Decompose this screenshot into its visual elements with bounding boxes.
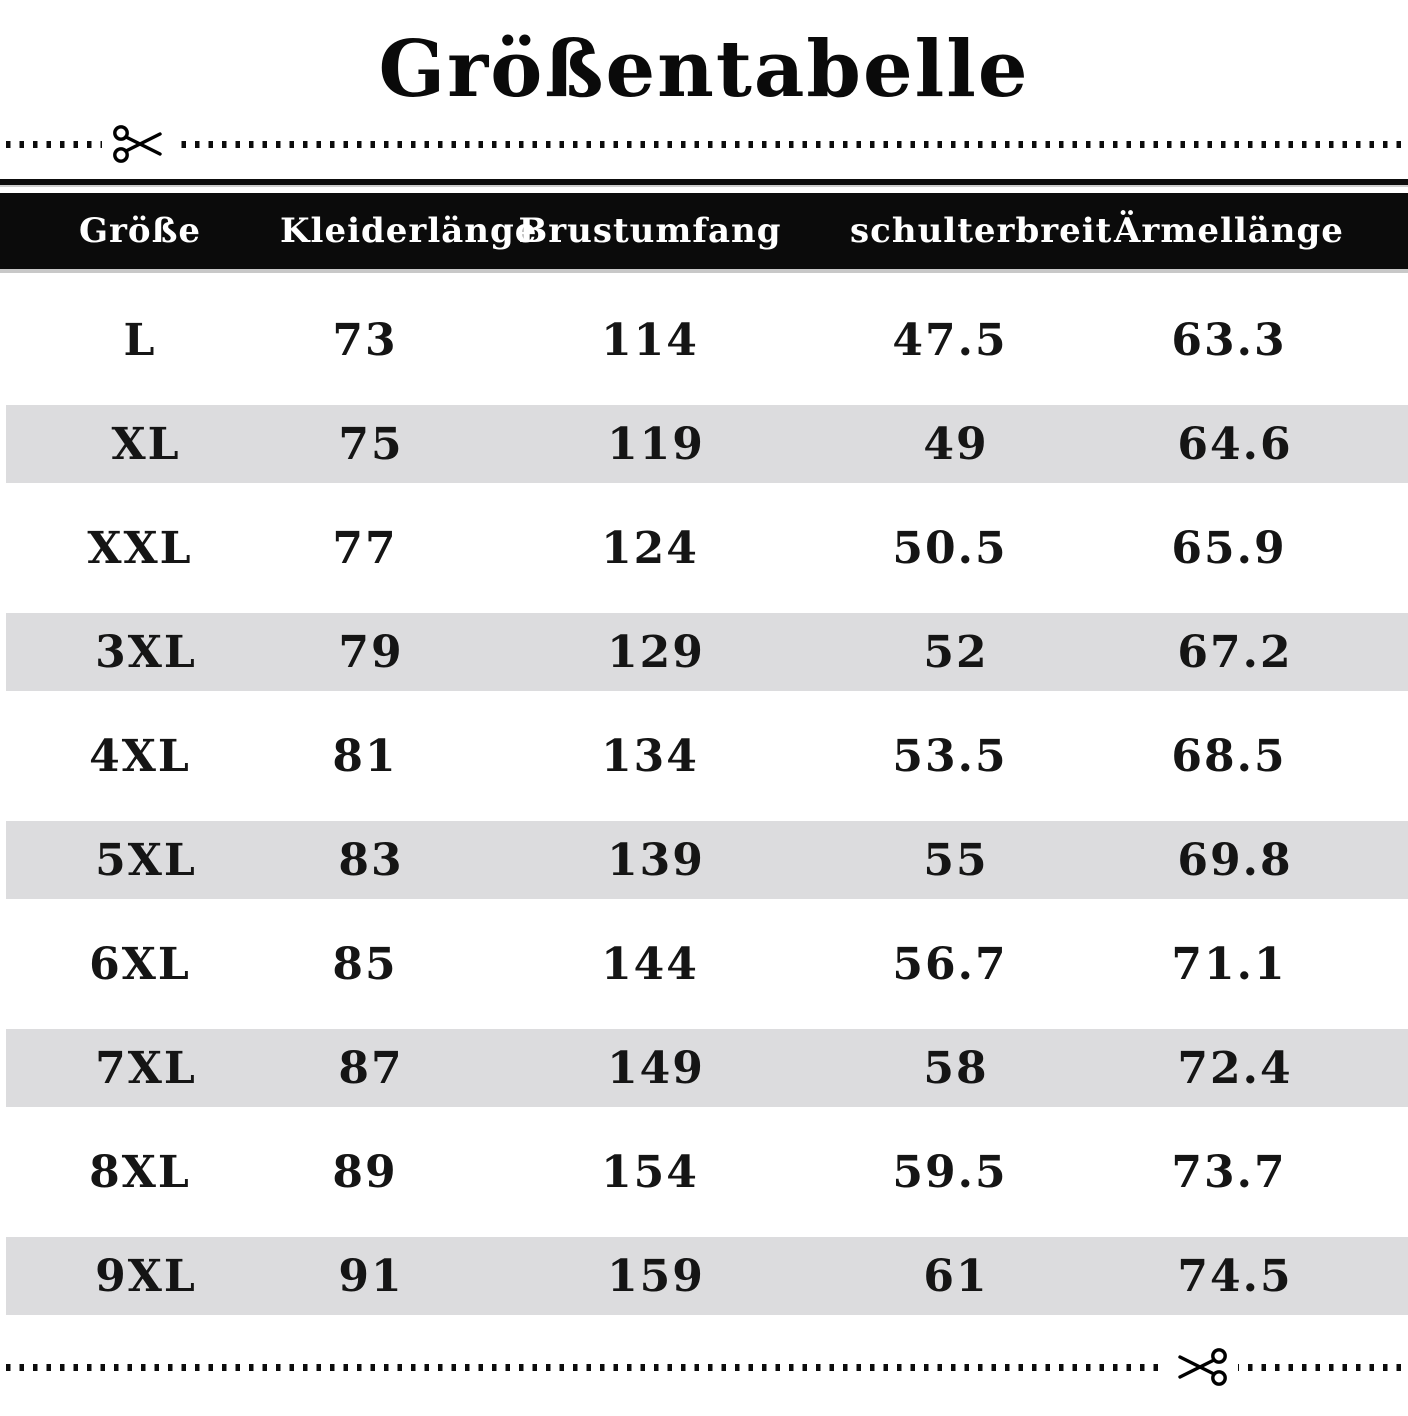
- size-cell: L: [123, 314, 157, 366]
- measurement-cell: 59.5: [892, 1146, 1008, 1198]
- size-cell: XXL: [87, 522, 193, 574]
- measurement-cell: 129: [607, 626, 705, 678]
- size-cell: 7XL: [95, 1042, 197, 1094]
- measurement-cell: 73: [332, 314, 398, 366]
- measurement-cell: 53.5: [892, 730, 1008, 782]
- measurement-cell: 89: [332, 1146, 398, 1198]
- table-row: 7XL 87 149 58 72.4: [0, 1016, 1408, 1120]
- measurement-cell: 63.3: [1171, 314, 1287, 366]
- table-row: 9XL 91 159 61 74.5: [0, 1224, 1408, 1328]
- column-header-schulterbreit: schulterbreit: [850, 211, 1113, 251]
- size-cell: 9XL: [95, 1250, 197, 1302]
- measurement-cell: 72.4: [1177, 1042, 1293, 1094]
- table-row: 6XL 85 144 56.7 71.1: [0, 912, 1408, 1016]
- measurement-cell: 65.9: [1171, 522, 1287, 574]
- measurement-cell: 154: [601, 1146, 699, 1198]
- bottom-cut-line: [6, 1344, 1402, 1394]
- measurement-cell: 58: [923, 1042, 989, 1094]
- measurement-cell: 83: [338, 834, 404, 886]
- measurement-cell: 56.7: [892, 938, 1008, 990]
- measurement-cell: 144: [601, 938, 699, 990]
- measurement-cell: 159: [607, 1250, 705, 1302]
- size-cell: 4XL: [89, 730, 191, 782]
- measurement-cell: 87: [338, 1042, 404, 1094]
- table-row: 8XL 89 154 59.5 73.7: [0, 1120, 1408, 1224]
- size-cell: 5XL: [95, 834, 197, 886]
- measurement-cell: 81: [332, 730, 398, 782]
- measurement-cell: 134: [601, 730, 699, 782]
- measurement-cell: 75: [338, 418, 404, 470]
- table-header-row: Größe Kleiderlänge Brustumfang schulterb…: [0, 193, 1408, 273]
- header-top-rule: [0, 179, 1408, 187]
- column-header-groesse: Größe: [78, 211, 202, 251]
- measurement-cell: 91: [338, 1250, 404, 1302]
- measurement-cell: 114: [601, 314, 699, 366]
- size-table-body: L 73 114 47.5 63.3 XL 75 119 49 64.6 XXL…: [0, 288, 1408, 1328]
- measurement-cell: 79: [338, 626, 404, 678]
- measurement-cell: 74.5: [1177, 1250, 1293, 1302]
- column-header-brustumfang: Brustumfang: [518, 211, 782, 251]
- page-title: Größentabelle: [378, 24, 1030, 115]
- table-row: 4XL 81 134 53.5 68.5: [0, 704, 1408, 808]
- measurement-cell: 52: [923, 626, 989, 678]
- measurement-cell: 49: [923, 418, 989, 470]
- measurement-cell: 69.8: [1177, 834, 1293, 886]
- measurement-cell: 47.5: [892, 314, 1008, 366]
- measurement-cell: 55: [923, 834, 989, 886]
- measurement-cell: 124: [601, 522, 699, 574]
- size-cell: 8XL: [89, 1146, 191, 1198]
- measurement-cell: 61: [923, 1250, 989, 1302]
- measurement-cell: 68.5: [1171, 730, 1287, 782]
- column-header-aermellaenge: Ärmellänge: [1114, 211, 1344, 251]
- scissors-icon: [102, 121, 176, 171]
- size-cell: 3XL: [95, 626, 197, 678]
- measurement-cell: 71.1: [1171, 938, 1287, 990]
- size-cell: 6XL: [89, 938, 191, 990]
- measurement-cell: 64.6: [1177, 418, 1293, 470]
- table-row: XXL 77 124 50.5 65.9: [0, 496, 1408, 600]
- column-header-kleiderlaenge: Kleiderlänge: [280, 211, 538, 251]
- top-cut-line: [6, 121, 1402, 171]
- measurement-cell: 119: [607, 418, 705, 470]
- measurement-cell: 73.7: [1171, 1146, 1287, 1198]
- table-row: L 73 114 47.5 63.3: [0, 288, 1408, 392]
- measurement-cell: 149: [607, 1042, 705, 1094]
- scissors-icon: [1164, 1344, 1238, 1394]
- table-row: 5XL 83 139 55 69.8: [0, 808, 1408, 912]
- measurement-cell: 139: [607, 834, 705, 886]
- measurement-cell: 67.2: [1177, 626, 1293, 678]
- measurement-cell: 85: [332, 938, 398, 990]
- table-row: XL 75 119 49 64.6: [0, 392, 1408, 496]
- measurement-cell: 77: [332, 522, 398, 574]
- measurement-cell: 50.5: [892, 522, 1008, 574]
- size-cell: XL: [111, 418, 181, 470]
- table-row: 3XL 79 129 52 67.2: [0, 600, 1408, 704]
